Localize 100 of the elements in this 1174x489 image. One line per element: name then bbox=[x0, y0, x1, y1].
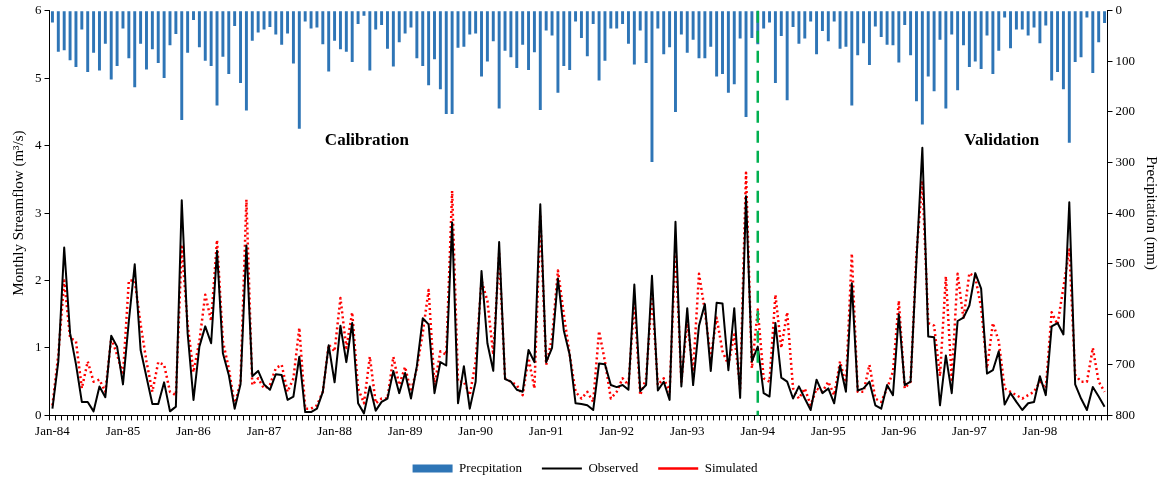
bar bbox=[415, 11, 419, 59]
bar bbox=[668, 11, 672, 48]
x-tick-label: Jan-91 bbox=[528, 422, 564, 438]
bar bbox=[427, 11, 431, 86]
bar bbox=[656, 11, 660, 29]
bar bbox=[480, 11, 483, 77]
bar bbox=[380, 11, 384, 25]
bar bbox=[973, 11, 977, 62]
bar bbox=[1085, 11, 1089, 18]
bar bbox=[145, 11, 148, 70]
bar bbox=[444, 11, 448, 114]
bar bbox=[1073, 11, 1077, 62]
bar bbox=[621, 11, 625, 24]
bar bbox=[274, 11, 278, 35]
y2-tick-label: 600 bbox=[1115, 305, 1135, 321]
bar bbox=[709, 11, 713, 47]
y-tick-label: 6 bbox=[35, 2, 42, 18]
y-tick-label: 1 bbox=[35, 339, 42, 355]
y2-tick-label: 500 bbox=[1115, 255, 1135, 271]
bar bbox=[203, 11, 207, 61]
bar bbox=[1003, 11, 1007, 18]
y-tick-label: 4 bbox=[35, 137, 42, 153]
x-tick-label: Jan-98 bbox=[1022, 422, 1058, 438]
bar bbox=[162, 11, 166, 79]
bar bbox=[109, 11, 113, 80]
bar bbox=[297, 11, 301, 129]
x-tick-label: Jan-96 bbox=[881, 422, 917, 438]
bar bbox=[356, 11, 360, 24]
bar bbox=[127, 11, 131, 59]
bar bbox=[280, 11, 284, 45]
bar bbox=[468, 11, 472, 35]
bar bbox=[873, 11, 877, 27]
bar bbox=[97, 11, 101, 71]
bar bbox=[838, 11, 842, 49]
bar bbox=[150, 11, 154, 50]
bar bbox=[597, 11, 601, 81]
x-tick-label: Jan-97 bbox=[952, 422, 988, 438]
bar bbox=[303, 11, 307, 22]
bar bbox=[626, 11, 630, 44]
bar bbox=[368, 11, 372, 71]
bar bbox=[450, 11, 454, 114]
bar bbox=[844, 11, 848, 47]
x-tick-label: Jan-90 bbox=[458, 422, 493, 438]
bar bbox=[397, 11, 401, 43]
bar bbox=[1103, 11, 1107, 23]
bar bbox=[315, 11, 319, 28]
bar bbox=[374, 11, 378, 30]
bar bbox=[74, 11, 78, 67]
bar bbox=[1044, 11, 1048, 26]
bar bbox=[585, 11, 589, 57]
bar bbox=[903, 11, 907, 25]
x-tick-label: Jan-84 bbox=[35, 422, 71, 438]
bar bbox=[50, 11, 54, 23]
y2-tick-label: 400 bbox=[1115, 204, 1135, 220]
bar bbox=[421, 11, 425, 66]
bar bbox=[862, 11, 866, 44]
bar bbox=[615, 11, 619, 29]
bar bbox=[209, 11, 213, 66]
bar bbox=[662, 11, 666, 55]
bar bbox=[350, 11, 354, 62]
x-tick-label: Jan-85 bbox=[105, 422, 141, 438]
bar bbox=[1038, 11, 1042, 44]
y2-tick-label: 700 bbox=[1115, 356, 1135, 372]
bar bbox=[286, 11, 290, 34]
bar bbox=[750, 11, 754, 39]
bar bbox=[521, 11, 525, 45]
bar bbox=[1056, 11, 1060, 72]
bar bbox=[1097, 11, 1101, 43]
y2-tick-label: 100 bbox=[1115, 52, 1135, 68]
bar bbox=[227, 11, 231, 75]
bar bbox=[850, 11, 854, 106]
bar bbox=[80, 11, 84, 30]
bar bbox=[386, 11, 389, 49]
bar bbox=[703, 11, 707, 59]
x-tick-label: Jan-88 bbox=[317, 422, 352, 438]
bar bbox=[1061, 11, 1065, 90]
bar bbox=[309, 11, 313, 29]
bar bbox=[62, 11, 66, 51]
bar bbox=[86, 11, 90, 72]
bar bbox=[809, 11, 813, 22]
y-axis-title: Monthly Streamflow (m³/s) bbox=[9, 130, 27, 296]
bar bbox=[815, 11, 819, 55]
bar bbox=[609, 11, 613, 29]
x-tick-label: Jan-93 bbox=[669, 422, 705, 438]
bar bbox=[915, 11, 918, 102]
bar bbox=[773, 11, 777, 84]
bar bbox=[568, 11, 572, 70]
bar bbox=[333, 11, 337, 41]
bar bbox=[885, 11, 889, 45]
x-tick-label: Jan-87 bbox=[246, 422, 282, 438]
legend-label: Observed bbox=[588, 459, 639, 475]
bar bbox=[691, 11, 695, 40]
bar bbox=[321, 11, 325, 45]
bar bbox=[1020, 11, 1024, 30]
bar bbox=[556, 11, 560, 93]
bar bbox=[1067, 11, 1071, 143]
bar bbox=[785, 11, 789, 101]
bar bbox=[721, 11, 724, 75]
bar bbox=[632, 11, 636, 65]
bar bbox=[250, 11, 254, 41]
